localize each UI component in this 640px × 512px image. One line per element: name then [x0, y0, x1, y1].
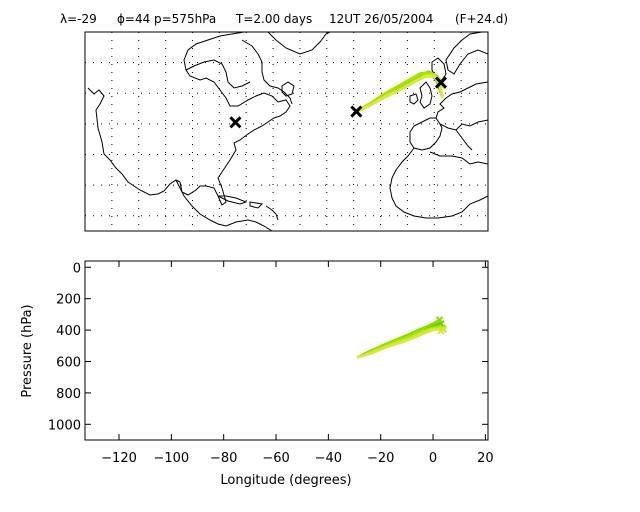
coast-newfoundland: [281, 81, 295, 97]
x-tick-label: 20: [477, 451, 494, 466]
pressure-series-end-marker: [437, 327, 445, 335]
header-forecast: (F+24.d): [455, 12, 508, 26]
header-date: 12UT 26/05/2004: [329, 12, 433, 26]
map-panel: [84, 31, 489, 232]
x-tick-label: −120: [101, 451, 137, 466]
coast-scandinavia: [431, 57, 447, 81]
pressure-series-line: [356, 328, 442, 359]
y-tick-label: 0: [73, 261, 81, 276]
y-tick-label: 200: [56, 293, 81, 308]
y-tick-label: 1000: [48, 418, 81, 433]
x-axis-label: Longitude (degrees): [220, 473, 351, 488]
coastlines: [87, 32, 488, 231]
coast-africa: [389, 147, 488, 219]
map-markers: [229, 76, 448, 129]
coast-italy: [455, 129, 473, 151]
x-marker: [434, 76, 448, 89]
x-tick-label: −100: [153, 451, 189, 466]
chart-series: [356, 316, 448, 359]
x-tick-label: −40: [315, 451, 342, 466]
pressure-chart: −120 −100 −80 −60 −40 −20 0 2002004006008001000…: [20, 260, 494, 488]
x-marker: [229, 116, 242, 129]
coast-hudson-bay: [185, 59, 251, 89]
x-tick-label: −20: [367, 451, 394, 466]
coast-western-europe: [435, 81, 488, 131]
x-tick-label: 0: [429, 451, 437, 466]
coast-antilles: [265, 205, 279, 221]
map-frame: [84, 31, 489, 232]
coast-cuba: [217, 195, 248, 205]
header-phi: ϕ=44: [117, 12, 150, 26]
y-tick-label: 400: [56, 324, 81, 339]
header-lambda: λ=-29: [60, 12, 97, 26]
y-tick-label: 600: [56, 355, 81, 370]
coast-canadian-east: [241, 39, 293, 105]
coast-ireland: [409, 93, 419, 105]
y-tick-label: 800: [56, 387, 81, 402]
x-tick-label: −60: [262, 451, 289, 466]
coast-north-america: [87, 32, 291, 206]
coast-greenland: [267, 32, 331, 55]
header-line: λ=-29 ϕ=44 p=575hPa T=2.00 days 12UT 26/…: [60, 12, 508, 26]
x-tick-label: −80: [210, 451, 237, 466]
coast-north-africa: [429, 151, 488, 165]
coast-central-america: [175, 179, 273, 231]
chart-frame: [84, 260, 489, 441]
coast-europe: [445, 32, 488, 75]
pressure-series-end-marker: [435, 316, 444, 324]
header-time: T=2.00 days: [235, 12, 312, 26]
coast-uk: [419, 81, 433, 109]
y-axis-label: Pressure (hPa): [20, 304, 35, 397]
coast-hispaniola: [249, 201, 264, 209]
x-marker: [350, 105, 363, 118]
header-pressure: p=575hPa: [154, 12, 216, 26]
